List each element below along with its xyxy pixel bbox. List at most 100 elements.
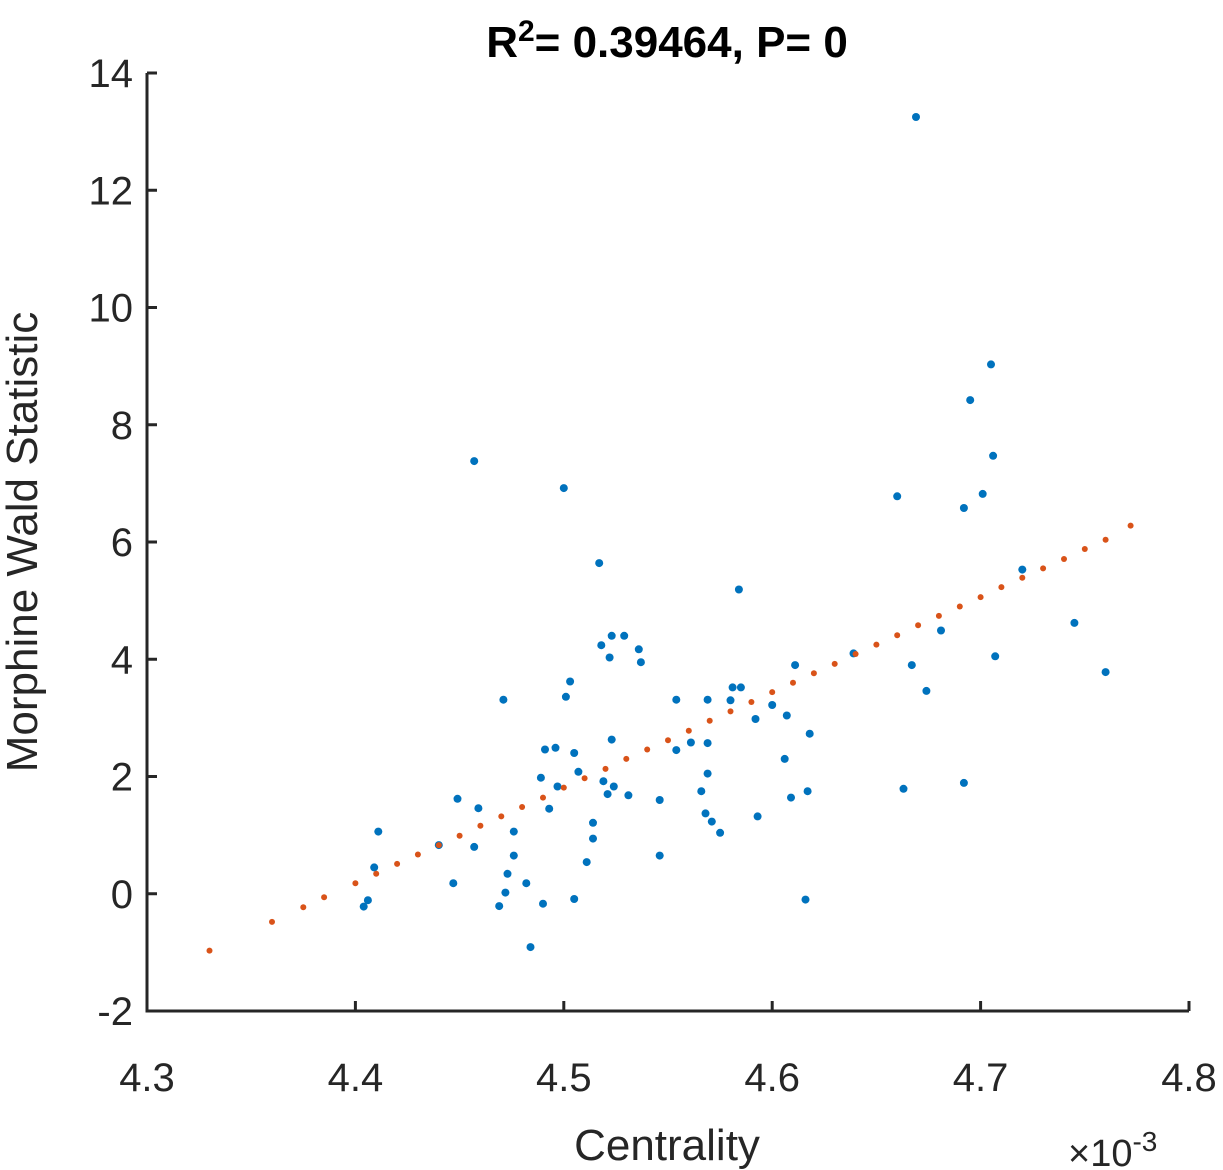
observed-point [805,729,814,738]
fitted-point [1081,546,1088,552]
fitted-point [956,603,963,610]
observed-point [359,902,368,911]
fitted-point [831,660,838,667]
observed-point [561,692,570,701]
fitted-point [727,708,734,715]
observed-point [495,902,504,911]
observed-point [791,661,800,670]
fitted-point [894,632,901,639]
fitted-point [394,860,401,867]
observed-point [726,696,735,705]
observed-point [509,827,518,836]
observed-point [734,585,743,594]
observed-point [545,804,554,813]
observed-point [551,743,560,752]
observed-point [509,851,518,860]
observed-point [1018,565,1027,574]
fitted-point [206,947,213,954]
observed-point [636,658,645,667]
title-superscript: 2 [518,15,535,48]
observed-point [470,457,479,466]
observed-point [374,827,383,836]
data-points [206,113,1134,954]
observed-point [922,686,931,695]
fitted-point [498,813,505,820]
fitted-point [623,755,630,762]
fitted-point [810,670,817,677]
observed-point [499,695,508,704]
observed-point [526,943,535,952]
observed-point [959,504,968,512]
observed-point [582,858,591,867]
fitted-point [1040,565,1047,572]
observed-point [697,787,706,796]
observed-point [987,360,995,369]
fitted-point [300,904,307,911]
observed-point [624,791,633,800]
observed-point [787,793,795,802]
fitted-point [560,784,567,791]
y-tick-label: 0 [111,873,133,917]
observed-point [686,738,695,747]
fitted-point [519,804,526,810]
observed-point [893,492,902,501]
observed-point [607,735,616,744]
y-tick-label: 2 [111,756,133,800]
observed-point [937,626,945,635]
observed-point [570,749,579,757]
observed-point [595,559,604,568]
fitted-point [998,584,1005,591]
y-tick-label: 4 [111,638,133,682]
observed-point [453,794,462,803]
fitted-point [1061,556,1067,562]
observed-point [672,695,681,704]
fitted-point [1019,574,1026,581]
x-tick-label: 4.4 [328,1056,384,1100]
observed-point [991,652,1000,661]
title-rest: = 0.39464, P= 0 [535,18,848,67]
x-exponent-base: ×10 [1068,1133,1132,1170]
observed-point [655,796,664,804]
observed-point [780,754,789,763]
observed-point [501,888,510,897]
observed-point [609,782,618,791]
observed-point [801,895,810,904]
fitted-point [1102,536,1109,543]
fitted-point [873,641,880,648]
observed-point [570,895,579,903]
fitted-point [915,622,922,629]
x-tick-label: 4.6 [744,1056,800,1100]
fitted-point [602,765,609,772]
observed-point [589,818,597,827]
fitted-point [581,775,588,782]
x-tick-label: 4.5 [536,1056,592,1100]
x-exponent-power: -3 [1132,1126,1157,1157]
fitted-point [935,612,942,619]
observed-point [634,645,643,654]
observed-point [503,869,512,878]
observed-points-series [359,113,1110,952]
observed-point [782,711,791,720]
observed-point [728,683,737,692]
fitted-point [373,870,380,877]
observed-point [768,701,777,709]
fitted-point [748,699,755,705]
x-tick-label: 4.7 [953,1056,1009,1100]
observed-point [566,677,575,686]
axes: 4.3 4.4 4.5 4.6 4.7 4.8 -2 0 2 4 6 8 10 12 14 [89,52,1217,1100]
x-axis-label: Centrality [574,1121,760,1170]
observed-point [597,641,606,650]
y-tick-label: 14 [89,52,134,96]
x-tick-label: 4.3 [119,1056,175,1100]
fitted-point [852,651,859,657]
fitted-point [477,822,484,829]
observed-point [803,787,812,796]
fitted-point [352,880,359,887]
fitted-point [685,727,692,734]
observed-point [989,451,998,460]
fitted-point [321,894,328,901]
observed-point [1101,668,1110,677]
observed-point [736,683,745,692]
fitted-point [977,594,984,601]
